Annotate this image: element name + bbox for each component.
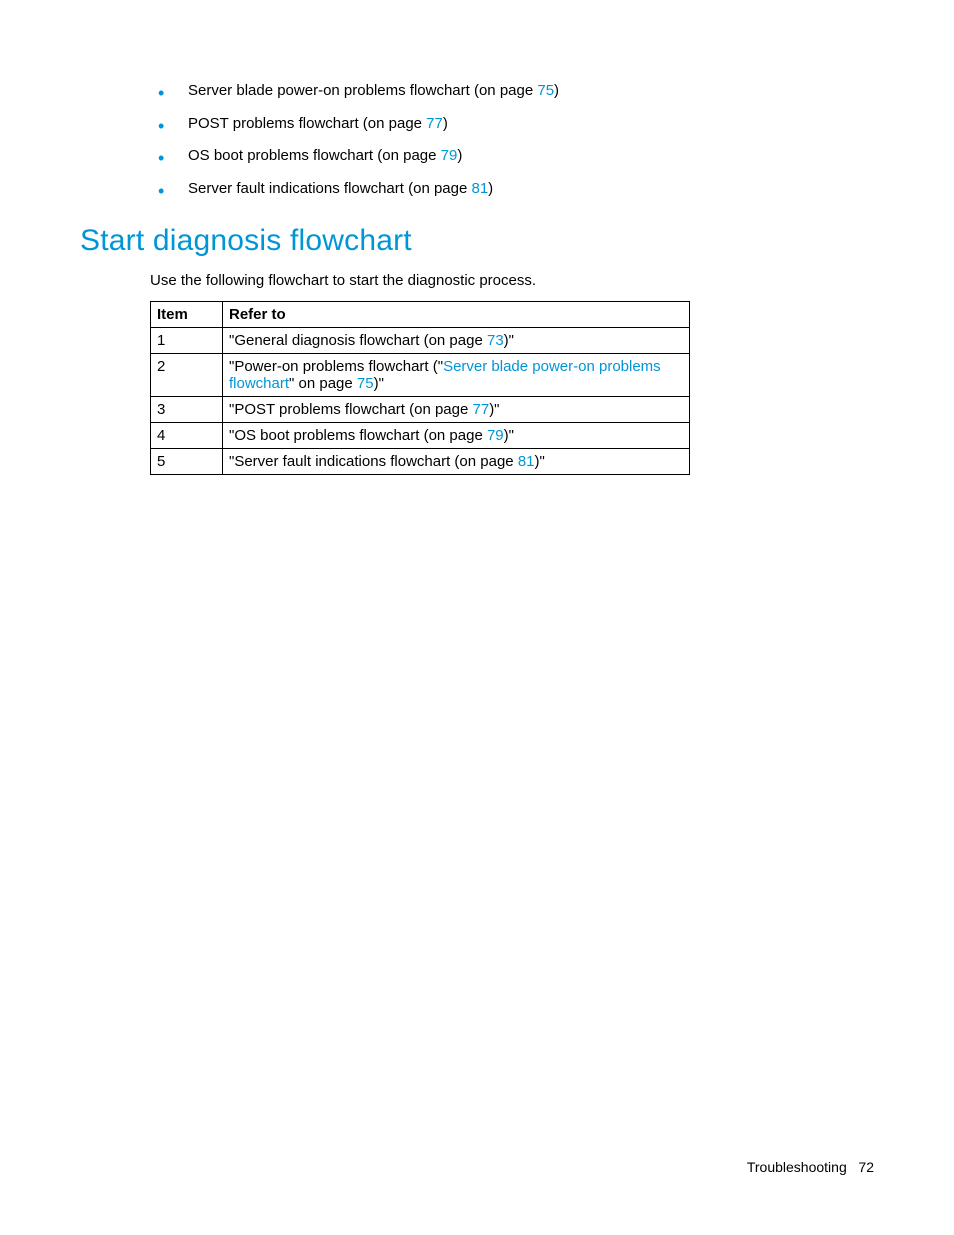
page-link[interactable]: 79 [441, 147, 458, 164]
table-row: 2 "Power-on problems flowchart ("Server … [151, 354, 690, 397]
page-link[interactable]: 81 [518, 453, 535, 470]
list-item-text-after: ) [457, 147, 462, 164]
table-header-row: Item Refer to [151, 302, 690, 328]
page-link[interactable]: 77 [473, 401, 490, 418]
table-cell-refer: "POST problems flowchart (on page 77)" [223, 397, 690, 423]
cell-text-after: )" [504, 427, 514, 444]
bullet-list: Server blade power-on problems flowchart… [158, 80, 874, 200]
section-heading: Start diagnosis flowchart [80, 224, 874, 258]
table-row: 5 "Server fault indications flowchart (o… [151, 449, 690, 475]
page-footer: Troubleshooting 72 [747, 1159, 874, 1175]
list-item: Server blade power-on problems flowchart… [158, 80, 874, 103]
list-item-text: Server fault indications flowchart (on p… [188, 180, 471, 197]
list-item-text-after: ) [443, 115, 448, 132]
footer-section: Troubleshooting [747, 1159, 847, 1175]
list-item-text: POST problems flowchart (on page [188, 115, 426, 132]
page-link[interactable]: 79 [487, 427, 504, 444]
cell-text-after: )" [374, 375, 384, 392]
table-cell-refer: "OS boot problems flowchart (on page 79)… [223, 423, 690, 449]
cell-text-after: )" [489, 401, 499, 418]
table-cell-refer: "General diagnosis flowchart (on page 73… [223, 328, 690, 354]
table-row: 3 "POST problems flowchart (on page 77)" [151, 397, 690, 423]
list-item: Server fault indications flowchart (on p… [158, 178, 874, 201]
list-item: OS boot problems flowchart (on page 79) [158, 145, 874, 168]
page-link[interactable]: 77 [426, 115, 443, 132]
table-header-item: Item [151, 302, 223, 328]
cell-text: "OS boot problems flowchart (on page [229, 427, 487, 444]
table-cell-item: 4 [151, 423, 223, 449]
list-item-text: Server blade power-on problems flowchart… [188, 82, 537, 99]
page-link[interactable]: 73 [487, 332, 504, 349]
table-row: 4 "OS boot problems flowchart (on page 7… [151, 423, 690, 449]
cell-text: "Power-on problems flowchart (" [229, 358, 443, 375]
page-link[interactable]: 75 [357, 375, 374, 392]
table-header-refer: Refer to [223, 302, 690, 328]
cell-text: "General diagnosis flowchart (on page [229, 332, 487, 349]
list-item-text-after: ) [488, 180, 493, 197]
list-item: POST problems flowchart (on page 77) [158, 113, 874, 136]
list-item-text-after: ) [554, 82, 559, 99]
table-cell-refer: "Power-on problems flowchart ("Server bl… [223, 354, 690, 397]
table-cell-item: 5 [151, 449, 223, 475]
table-cell-refer: "Server fault indications flowchart (on … [223, 449, 690, 475]
footer-page-number: 72 [858, 1159, 874, 1175]
table-row: 1 "General diagnosis flowchart (on page … [151, 328, 690, 354]
cell-text-mid: " on page [289, 375, 357, 392]
list-item-text: OS boot problems flowchart (on page [188, 147, 441, 164]
page-link[interactable]: 81 [471, 180, 488, 197]
cell-text: "Server fault indications flowchart (on … [229, 453, 518, 470]
cell-text: "POST problems flowchart (on page [229, 401, 473, 418]
cell-text-after: )" [535, 453, 545, 470]
reference-table: Item Refer to 1 "General diagnosis flowc… [150, 301, 690, 475]
table-cell-item: 2 [151, 354, 223, 397]
intro-text: Use the following flowchart to start the… [150, 272, 874, 289]
page-link[interactable]: 75 [537, 82, 554, 99]
table-cell-item: 3 [151, 397, 223, 423]
table-cell-item: 1 [151, 328, 223, 354]
cell-text-after: )" [504, 332, 514, 349]
